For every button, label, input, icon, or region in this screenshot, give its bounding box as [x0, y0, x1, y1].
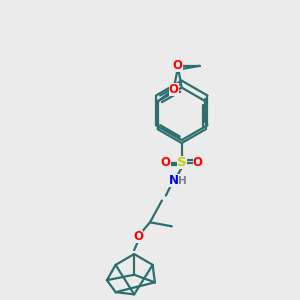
Text: O: O — [193, 156, 202, 170]
Text: N: N — [169, 174, 179, 187]
Text: O: O — [169, 83, 178, 96]
Text: O: O — [173, 59, 183, 72]
Text: O: O — [161, 156, 171, 170]
Text: O: O — [133, 230, 143, 243]
Text: S: S — [177, 156, 187, 170]
Text: H: H — [178, 176, 187, 186]
